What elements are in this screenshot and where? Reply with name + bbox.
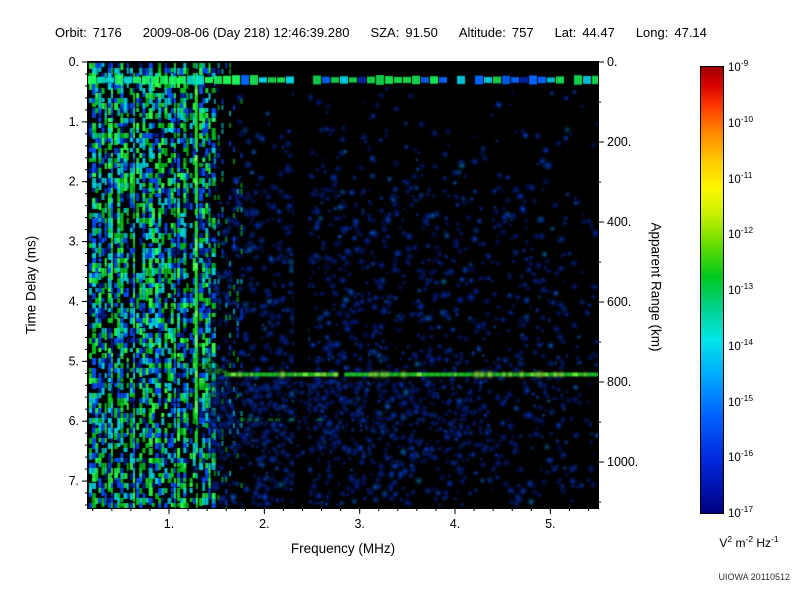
x-tick-label: 4. bbox=[450, 517, 460, 531]
x-tick-label: 1. bbox=[164, 517, 174, 531]
colorbar-tick-label: 10-14 bbox=[728, 336, 754, 353]
header-field: Orbit: 7176 bbox=[55, 25, 122, 40]
header-field: Lat: 44.47 bbox=[554, 25, 615, 40]
spectrogram-canvas bbox=[88, 62, 598, 508]
y-right-tick-label: 1000. bbox=[607, 455, 638, 469]
x-tick-label: 2. bbox=[259, 517, 269, 531]
colorbar-tick-label: 10-15 bbox=[728, 392, 754, 409]
plot-frame bbox=[88, 62, 598, 508]
y-right-tick-label: 200. bbox=[607, 135, 631, 149]
y-left-tick-label: 6. bbox=[69, 414, 79, 428]
y-left-tick-label: 7. bbox=[69, 474, 79, 488]
x-tick-label: 3. bbox=[354, 517, 364, 531]
y-left-tick-label: 1. bbox=[69, 115, 79, 129]
header-field: Long: 47.14 bbox=[635, 25, 707, 40]
y-left-tick-label: 2. bbox=[69, 175, 79, 189]
colorbar-tick-label: 10-13 bbox=[728, 281, 754, 297]
header-field: Altitude: 757 bbox=[458, 25, 534, 40]
colorbar-tick-label: 10-16 bbox=[728, 448, 754, 465]
colorbar-tick-label: 10-10 bbox=[728, 113, 754, 130]
colorbar-tick-label: 10-17 bbox=[728, 504, 754, 520]
colorbar-tick-label: 10-12 bbox=[728, 225, 754, 242]
header-field: 2009-08-06 (Day 218) 12:46:39.280 bbox=[142, 25, 350, 40]
header-field: SZA: 91.50 bbox=[370, 25, 438, 40]
colorbar-gradient bbox=[700, 66, 724, 514]
y-axis-label-right: Apparent Range (km) bbox=[648, 222, 664, 352]
y-right-tick-label: 800. bbox=[607, 375, 631, 389]
y-left-tick-label: 5. bbox=[69, 354, 79, 368]
colorbar-unit-label: V2 m-2 Hz-1 bbox=[719, 534, 779, 550]
colorbar-tick-label: 10-11 bbox=[728, 169, 753, 186]
header-info: Orbit: 7176 2009-08-06 (Day 218) 12:46:39.… bbox=[55, 25, 780, 40]
x-tick-label: 5. bbox=[545, 517, 555, 531]
x-axis-label: Frequency (MHz) bbox=[290, 541, 396, 556]
y-left-tick-label: 4. bbox=[69, 294, 79, 308]
y-right-tick-label: 0. bbox=[607, 55, 617, 69]
y-right-tick-label: 400. bbox=[607, 215, 631, 229]
y-left-tick-label: 3. bbox=[69, 235, 79, 249]
watermark: UIOWA 20110512 bbox=[718, 572, 790, 582]
y-left-tick-label: 0. bbox=[69, 55, 79, 69]
y-right-tick-label: 600. bbox=[607, 295, 631, 309]
y-axis-label-left: Time Delay (ms) bbox=[23, 235, 39, 335]
colorbar-tick-label: 10-9 bbox=[728, 58, 749, 74]
